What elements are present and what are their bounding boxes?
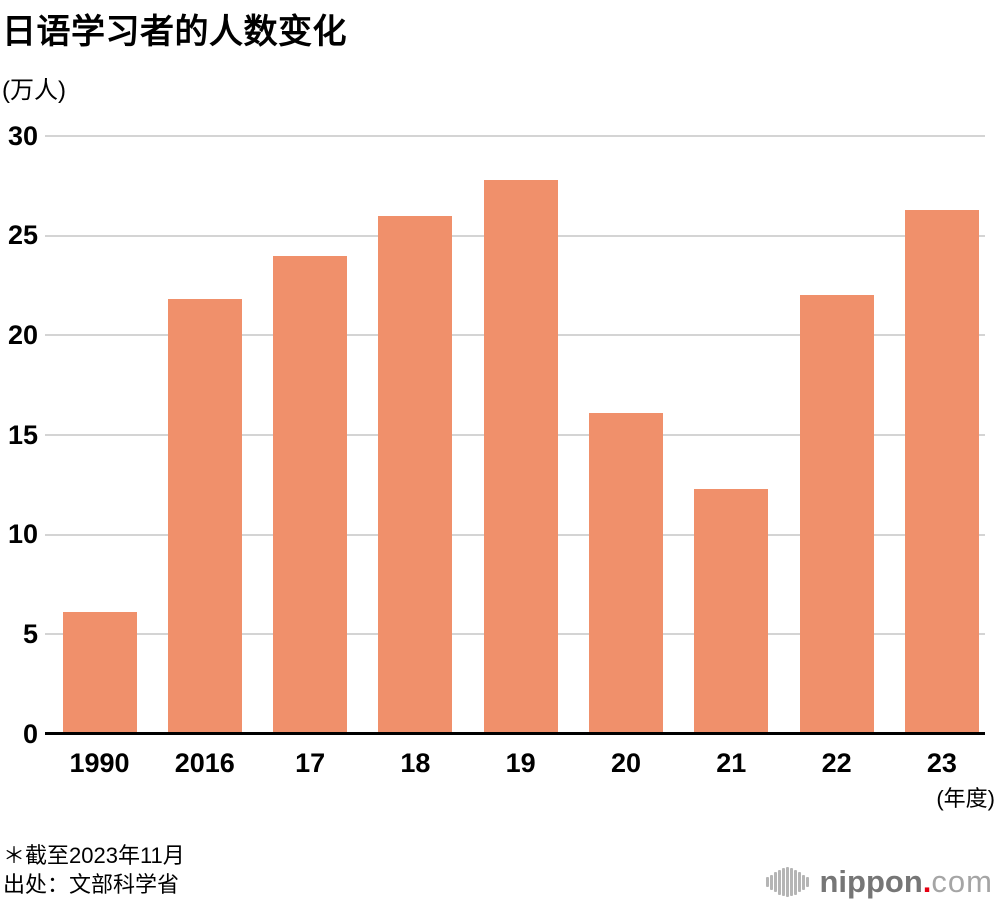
x-tick-label: 21 [716,748,747,778]
x-tick-label: 17 [295,748,326,778]
x-tick-label: 23 [926,748,957,778]
y-tick-label: 20 [7,319,38,350]
logo-text: nippon.com [820,862,994,902]
chart-title: 日语学习者的人数变化 [2,13,347,51]
x-tick-label: 20 [610,748,642,778]
y-tick-label: 15 [7,419,38,450]
bar-2016 [167,299,242,734]
y-tick-label: 5 [22,618,38,649]
logo-tld: com [931,864,993,899]
y-tick-label: 10 [7,519,38,550]
plot-area [45,135,985,735]
bar-1990 [62,612,137,734]
bar-23 [904,209,979,734]
bar-22 [799,295,874,734]
x-tick-label: 2016 [174,748,235,778]
y-tick-label: 25 [7,220,38,251]
nippon-logo: nippon.com [765,862,994,902]
bar-21 [694,488,769,734]
logo-dot: . [922,864,932,899]
x-axis-line [45,732,985,735]
x-tick-label: 18 [400,748,431,778]
bar-17 [273,255,348,734]
bar-20 [589,413,663,734]
bar-19 [483,179,558,734]
soundwave-icon [765,862,810,902]
footnote-source: 出处：文部科学省 [3,872,180,897]
logo-name: nippon [819,864,923,899]
x-axis-unit-label: (年度) [936,786,995,811]
y-axis-unit-label: (万人) [2,77,66,104]
gridline [45,135,985,137]
x-axis-labels: 1990 2016 17 18 19 20 21 22 23 [45,748,985,782]
x-tick-label: 19 [505,748,536,778]
x-tick-label: 22 [821,748,852,778]
y-tick-label: 0 [22,718,38,749]
bar-18 [378,215,453,734]
x-tick-label: 1990 [69,748,130,778]
footnote-asof: ＊截至2023年11月 [3,843,185,868]
y-axis-labels: 0 5 10 15 20 25 30 [0,122,38,747]
y-tick-label: 30 [7,120,38,151]
footnote: ＊截至2023年11月 出处：文部科学省 [3,841,185,899]
